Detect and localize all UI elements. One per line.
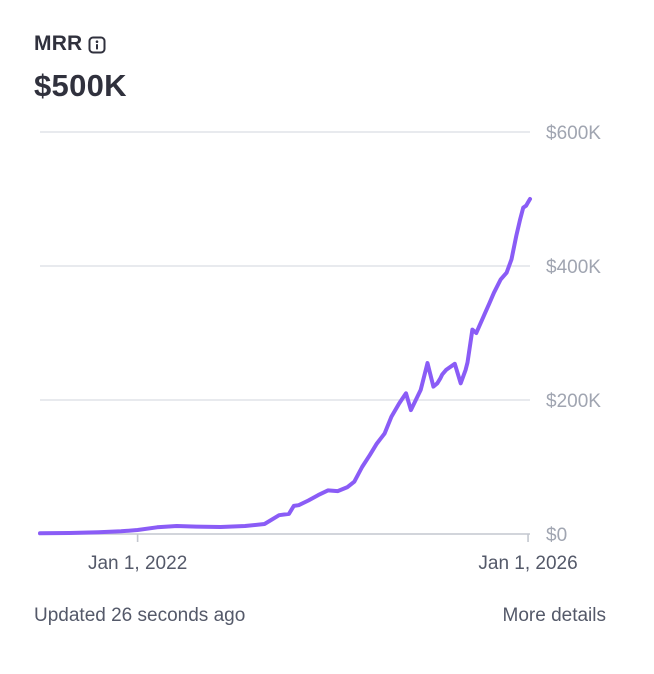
y-tick-label: $400K [546, 257, 601, 278]
x-tick-label: Jan 1, 2022 [88, 553, 187, 574]
y-tick-label: $600K [546, 123, 601, 144]
x-tick-label: Jan 1, 2026 [478, 553, 577, 574]
card-footer: Updated 26 seconds ago More details [34, 605, 606, 627]
grid-layer [40, 131, 530, 542]
y-tick-label: $0 [546, 525, 567, 546]
metric-value: $500K [34, 68, 127, 103]
info-icon[interactable] [88, 36, 106, 54]
mrr-line-chart: $600K $400K $200K $0 Jan 1, 2022 Jan 1, 2026 [38, 123, 601, 574]
metric-title-row: MRR [34, 28, 106, 60]
more-details-link[interactable]: More details [502, 605, 607, 626]
metric-header: MRR [34, 28, 106, 60]
axis-labels: $600K $400K $200K $0 Jan 1, 2022 Jan 1, 2026 [88, 123, 601, 574]
series-layer [38, 197, 532, 536]
updated-timestamp: Updated 26 seconds ago [34, 605, 246, 626]
y-tick-label: $200K [546, 391, 601, 412]
metric-title: MRR [34, 32, 83, 55]
series-line-mrr[interactable] [38, 197, 532, 536]
